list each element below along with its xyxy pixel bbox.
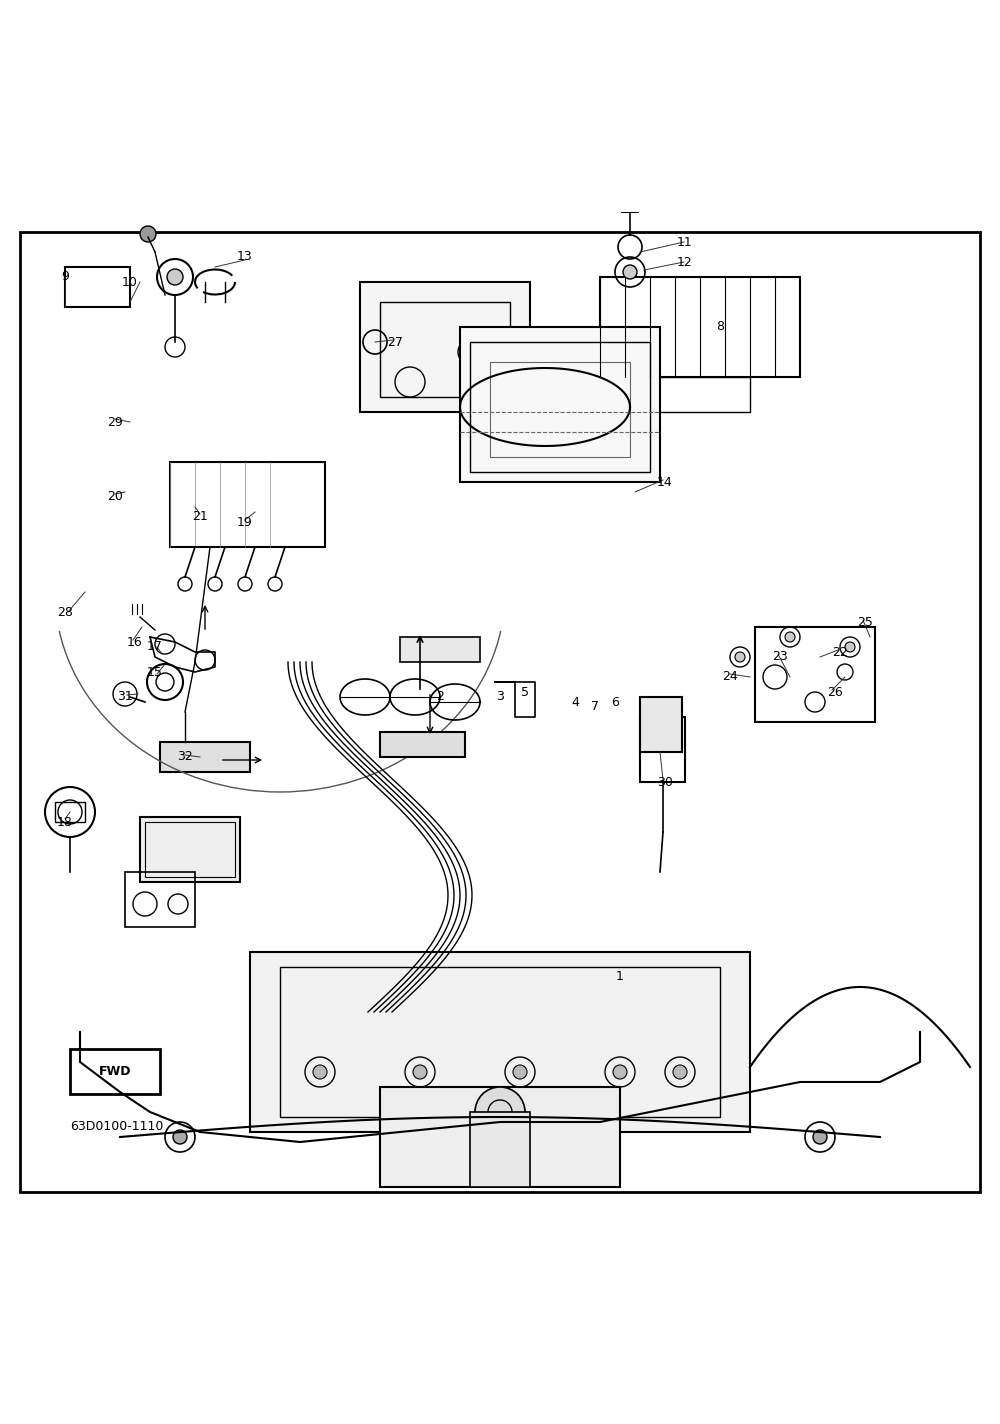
Bar (380, 302, 510, 397)
Text: 21: 21 (192, 510, 208, 524)
Text: 31: 31 (117, 691, 133, 703)
Bar (755, 627, 875, 722)
Text: 22: 22 (832, 645, 848, 658)
Bar (380, 1087, 620, 1188)
Circle shape (785, 632, 795, 642)
Circle shape (475, 1087, 525, 1136)
Circle shape (673, 1065, 687, 1079)
Circle shape (167, 269, 183, 285)
Circle shape (513, 1065, 527, 1079)
Text: 6: 6 (611, 695, 619, 709)
Bar (125, 871, 195, 927)
Text: 2: 2 (436, 691, 444, 703)
Circle shape (845, 642, 855, 652)
Text: 27: 27 (387, 336, 403, 349)
Text: 17: 17 (147, 641, 163, 654)
Bar (65, 268, 130, 308)
Bar (490, 362, 630, 457)
Circle shape (413, 1065, 427, 1079)
Text: 25: 25 (857, 615, 873, 628)
Text: 8: 8 (716, 320, 724, 333)
Bar (640, 718, 685, 782)
Text: FWD: FWD (99, 1065, 131, 1078)
Circle shape (813, 1131, 827, 1143)
Text: 14: 14 (657, 476, 673, 488)
Bar (640, 696, 682, 752)
Circle shape (613, 1065, 627, 1079)
Text: 24: 24 (722, 671, 738, 684)
Text: 28: 28 (57, 605, 73, 618)
Text: 18: 18 (57, 816, 73, 829)
Circle shape (313, 1065, 327, 1079)
Bar (250, 953, 750, 1132)
Bar (170, 461, 325, 547)
Bar (140, 817, 240, 881)
Text: 19: 19 (237, 515, 253, 528)
Text: 29: 29 (107, 416, 123, 429)
Circle shape (173, 1131, 187, 1143)
Text: 32: 32 (177, 750, 193, 763)
Text: 4: 4 (571, 695, 579, 709)
Bar (470, 1112, 530, 1188)
Text: 11: 11 (677, 235, 693, 249)
Text: 1: 1 (616, 971, 624, 984)
Text: 63D0100-1110: 63D0100-1110 (70, 1121, 163, 1134)
Bar (360, 282, 530, 412)
Bar (145, 822, 235, 877)
Text: 12: 12 (677, 255, 693, 269)
Circle shape (140, 226, 156, 242)
Bar (380, 732, 465, 758)
Bar (70, 1049, 160, 1094)
Text: 15: 15 (147, 665, 163, 678)
Bar (600, 278, 800, 377)
Bar (400, 637, 480, 662)
Bar (280, 967, 720, 1116)
Bar (630, 377, 750, 412)
Text: 13: 13 (237, 251, 253, 263)
Circle shape (735, 652, 745, 662)
Bar (160, 742, 250, 772)
Bar (460, 328, 660, 481)
Text: 30: 30 (657, 776, 673, 789)
Text: 20: 20 (107, 490, 123, 504)
Text: 9: 9 (61, 271, 69, 283)
Text: 23: 23 (772, 651, 788, 664)
Text: 10: 10 (122, 275, 138, 289)
Text: 26: 26 (827, 685, 843, 699)
Bar (470, 342, 650, 471)
Text: 5: 5 (521, 685, 529, 699)
Bar (55, 802, 85, 822)
Text: 16: 16 (127, 635, 143, 648)
Circle shape (623, 265, 637, 279)
Text: 3: 3 (496, 691, 504, 703)
Text: 7: 7 (591, 701, 599, 713)
